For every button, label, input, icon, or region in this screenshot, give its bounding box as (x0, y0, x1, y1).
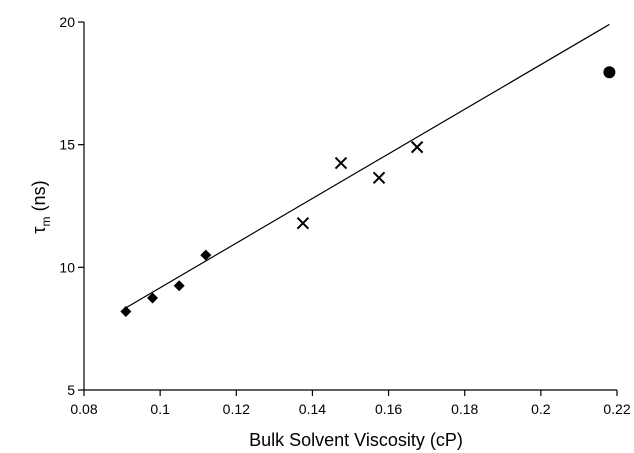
y-axis-title: τm (ns) (29, 180, 53, 233)
x-tick-label: 0.2 (531, 401, 551, 417)
x-tick-label: 0.18 (451, 401, 478, 417)
x-tick-label: 0.12 (223, 401, 250, 417)
data-point-cross (296, 216, 310, 230)
y-axis-title-unit: (ns) (29, 180, 49, 216)
y-tick-label: 20 (59, 14, 75, 30)
y-tick-label: 10 (59, 259, 75, 275)
y-tick-label: 5 (67, 382, 75, 398)
data-point-circle (603, 66, 616, 79)
y-tick-label: 15 (59, 137, 75, 153)
data-point-diamond (200, 249, 212, 261)
data-point-cross (372, 171, 386, 184)
x-tick-label: 0.14 (299, 401, 326, 417)
data-point-cross (334, 156, 348, 170)
y-axis: 5 10 15 20 (59, 14, 85, 398)
x-axis: 0.08 0.1 0.12 0.14 0.16 0.18 0.2 0.22 (70, 389, 631, 417)
y-axis-title-symbol: τ (29, 226, 49, 233)
x-tick-label: 0.22 (603, 401, 630, 417)
fit-line (125, 23, 610, 309)
x-tick-label: 0.1 (150, 401, 170, 417)
x-tick-label: 0.08 (70, 401, 97, 417)
data-point-cross (410, 140, 424, 154)
y-axis-title-subscript: m (39, 216, 53, 226)
data-point-diamond (120, 305, 132, 317)
x-tick-label: 0.16 (375, 401, 402, 417)
data-points (120, 66, 616, 317)
data-point-diamond (147, 292, 159, 304)
fit-line-group (125, 23, 610, 309)
x-axis-title: Bulk Solvent Viscosity (cP) (249, 430, 463, 450)
data-point-diamond (173, 280, 185, 292)
